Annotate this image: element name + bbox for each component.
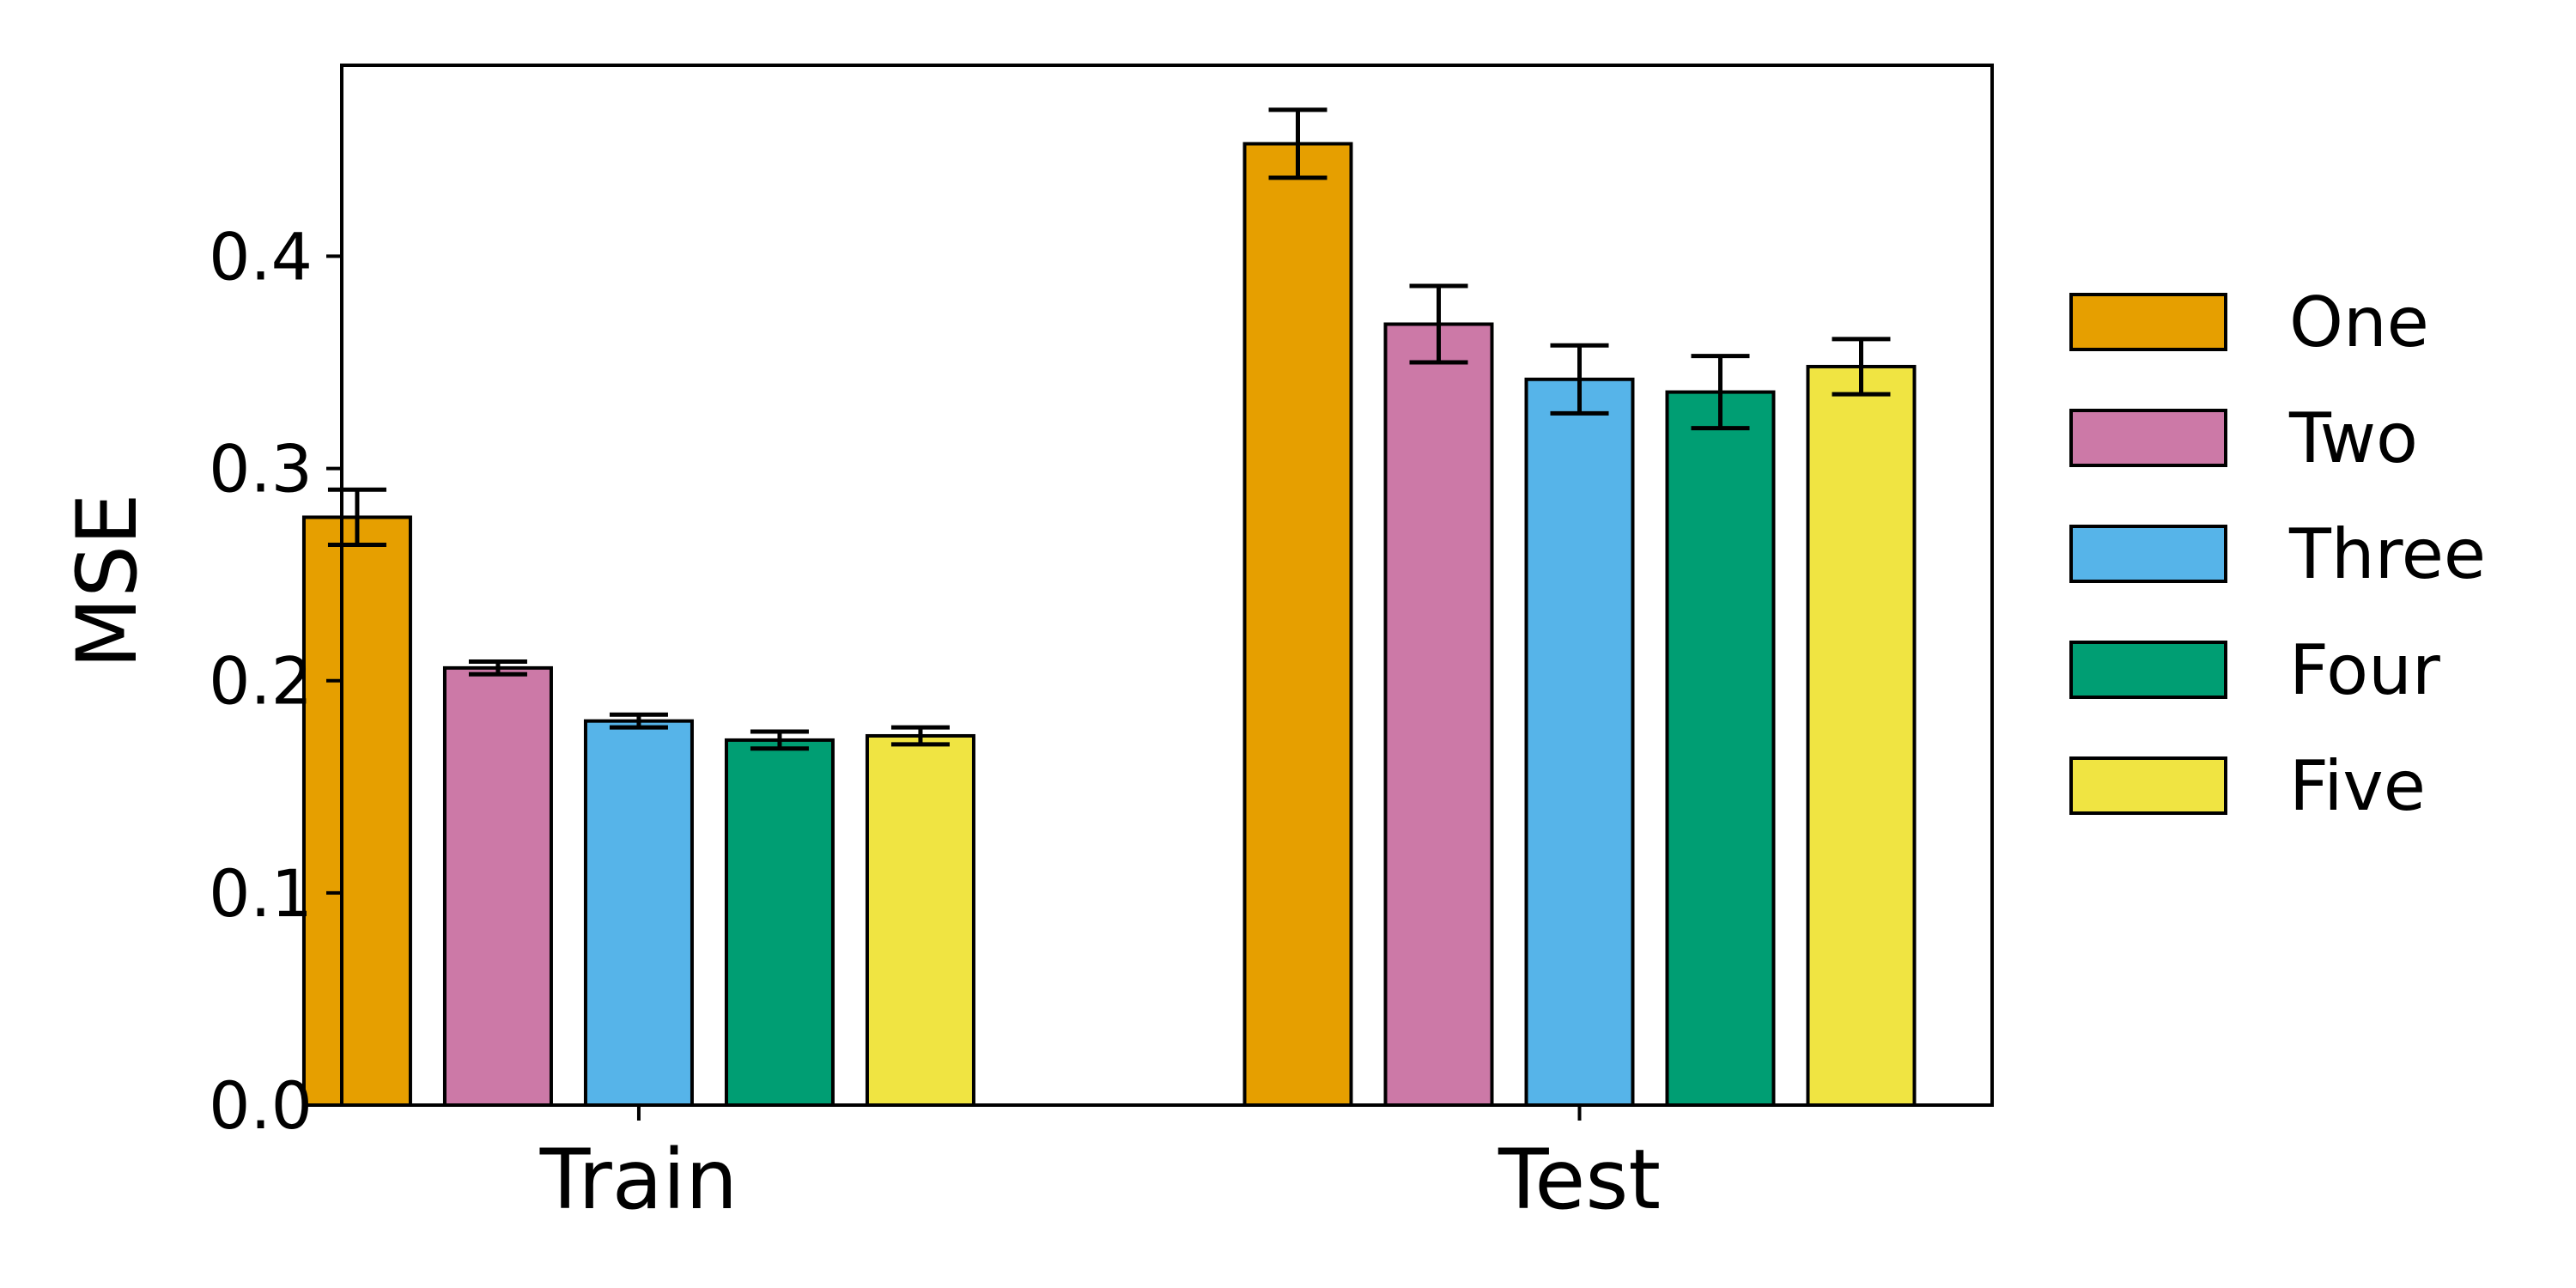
legend-label: Three (2288, 514, 2486, 594)
error-bar-five-train (890, 725, 950, 747)
bar-five-train (865, 733, 975, 1107)
error-bar-three-test (1550, 343, 1609, 416)
error-bar-one-test (1268, 107, 1327, 180)
y-axis-title: MSE (59, 493, 155, 668)
x-category-label-test: Test (1498, 1132, 1661, 1228)
error-bar-one-train (327, 487, 386, 548)
legend-swatch (2069, 641, 2227, 699)
bar-three-test (1524, 377, 1635, 1107)
bar-five-test (1806, 364, 1917, 1107)
plot-frame (340, 64, 1994, 1107)
legend-label: One (2289, 283, 2429, 362)
error-bar-four-test (1691, 354, 1750, 431)
error-bar-four-train (750, 729, 809, 751)
y-axis: 0.0 0.1 0.2 0.3 0.4 (209, 218, 342, 1144)
error-bar-five-test (1832, 337, 1891, 397)
error-bars-layer (327, 107, 1891, 751)
legend-swatch (2069, 409, 2227, 467)
error-bar-three-train (609, 712, 668, 730)
legend-swatch (2069, 525, 2227, 583)
y-tick-label: 0.0 (209, 1067, 313, 1144)
y-tick-label: 0.2 (209, 643, 313, 720)
bar-two-test (1383, 322, 1494, 1107)
bar-two-train (442, 665, 553, 1108)
error-bar-two-train (468, 659, 527, 677)
bar-three-train (583, 719, 694, 1108)
y-tick-label: 0.4 (209, 218, 313, 295)
legend-label: Four (2289, 630, 2440, 710)
legend-label: Two (2288, 398, 2418, 478)
legend-item-three: Three (2069, 514, 2486, 594)
bar-one-test (1242, 142, 1353, 1107)
legend-label: Five (2289, 746, 2426, 826)
legend-item-four: Four (2069, 630, 2440, 710)
bar-four-train (724, 738, 835, 1108)
x-axis: Train Test (539, 1105, 1661, 1228)
bar-four-test (1665, 390, 1776, 1108)
legend-swatch (2069, 756, 2227, 815)
bars-layer (301, 142, 1917, 1108)
x-category-label-train: Train (539, 1132, 738, 1228)
y-tick-label: 0.3 (209, 431, 313, 507)
legend-swatch (2069, 293, 2227, 351)
error-bar-two-test (1409, 283, 1468, 365)
legend-item-two: Two (2069, 398, 2418, 478)
y-tick-label: 0.1 (209, 855, 313, 932)
legend: One Two Three Four Five (2069, 283, 2486, 826)
bar-one-train (301, 515, 412, 1107)
legend-item-five: Five (2069, 746, 2426, 826)
legend-item-one: One (2069, 283, 2429, 362)
